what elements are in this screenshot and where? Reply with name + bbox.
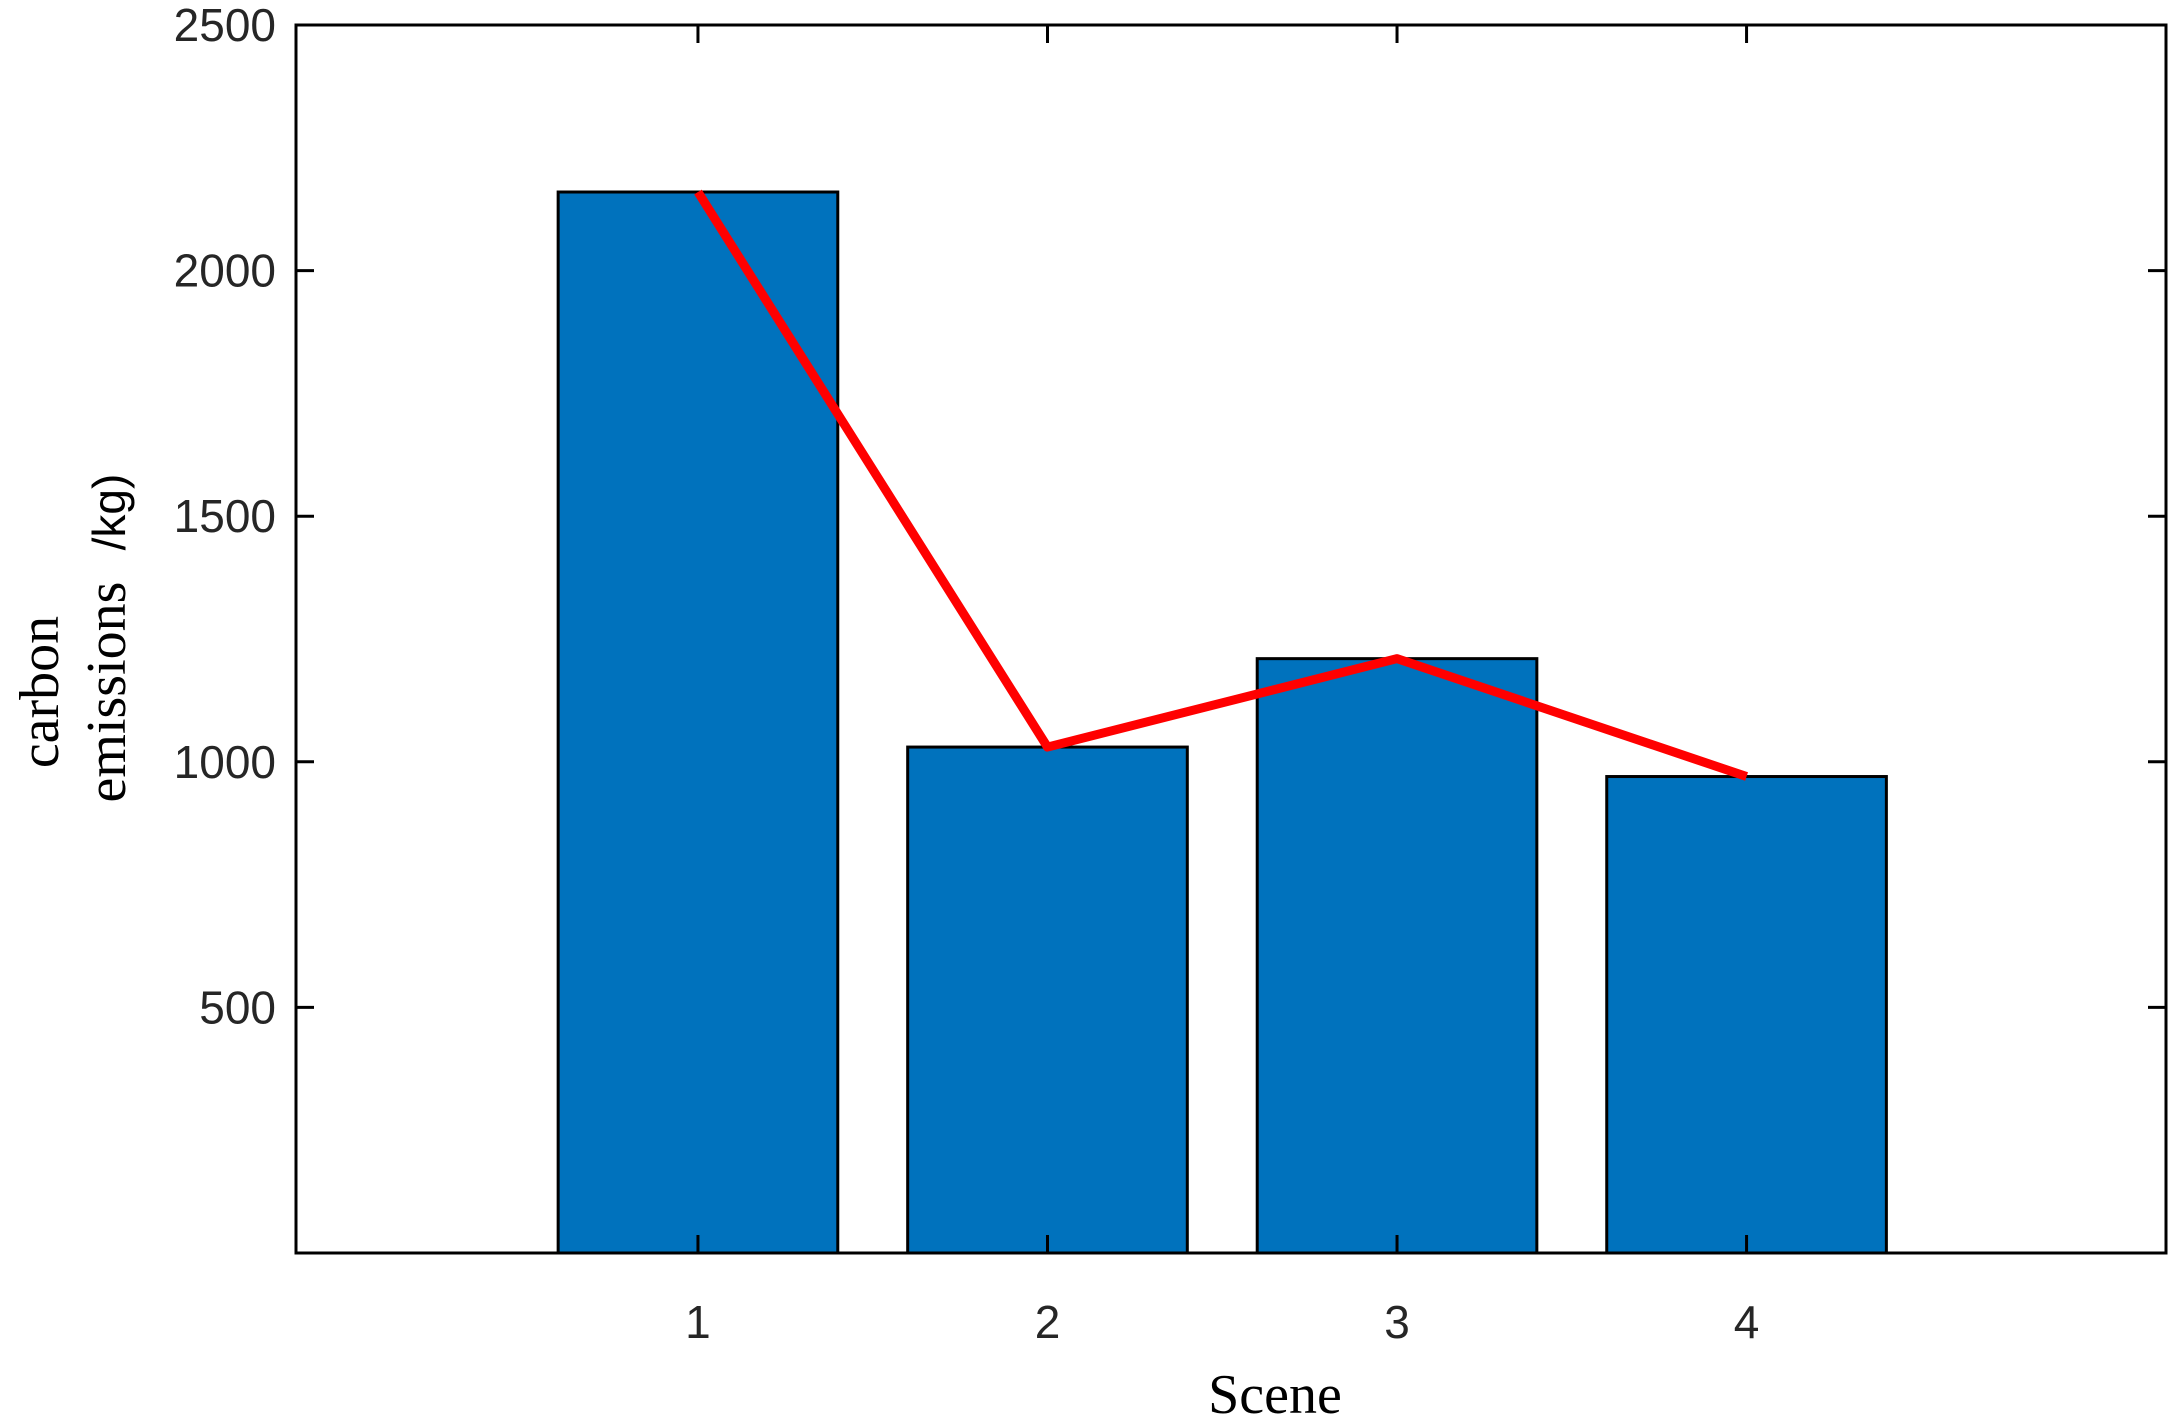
x-axis-ticks: 1 2 3 4 bbox=[685, 25, 1759, 1348]
y-tick-label-1500: 1500 bbox=[174, 490, 276, 542]
line-series bbox=[694, 189, 1748, 781]
x-axis-title: Scene bbox=[1208, 1364, 1342, 1422]
bar-1 bbox=[556, 190, 840, 1255]
y-axis-title-line-2: emissions bbox=[76, 582, 138, 803]
y-tick-label-1000: 1000 bbox=[174, 736, 276, 788]
x-tick-label-3: 3 bbox=[1384, 1296, 1410, 1348]
y-tick-label-2500: 2500 bbox=[174, 0, 276, 51]
y-tick-label-500: 500 bbox=[199, 981, 276, 1033]
y-tick-label-2000: 2000 bbox=[174, 245, 276, 297]
x-tick-label-2: 2 bbox=[1035, 1296, 1061, 1348]
x-tick-label-4: 4 bbox=[1734, 1296, 1760, 1348]
y-axis-title: carbon emissions /kg) bbox=[9, 474, 138, 803]
y-axis-ticks: 500 1000 1500 2000 2500 bbox=[174, 0, 2166, 1033]
trend-line bbox=[694, 189, 1748, 781]
bar-series bbox=[556, 190, 1888, 1255]
bar-3 bbox=[1255, 657, 1539, 1255]
y-axis-title-line-1: carbon bbox=[9, 616, 71, 768]
bar-2 bbox=[906, 745, 1189, 1255]
x-tick-label-1: 1 bbox=[685, 1296, 711, 1348]
y-axis-title-line-3: /kg) bbox=[83, 474, 135, 551]
bar-4 bbox=[1605, 775, 1888, 1255]
axes-box bbox=[294, 23, 2168, 1255]
